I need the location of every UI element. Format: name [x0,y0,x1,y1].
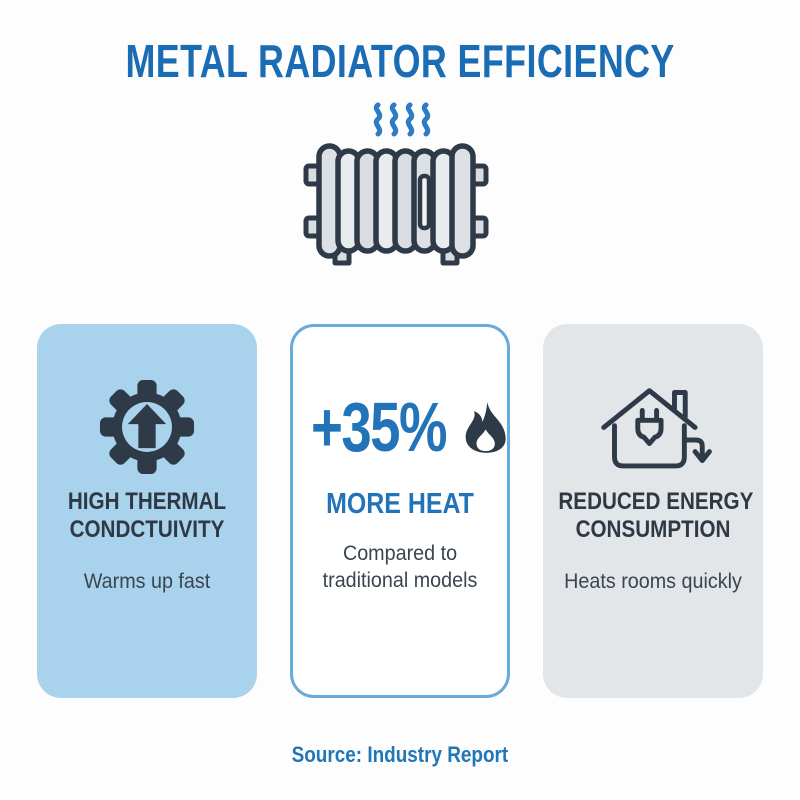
card1-heading: HIGH THERMAL CONDCTUIVITY [37,488,257,544]
card1-icon-box [37,368,257,486]
stat-value: +35% [310,388,447,466]
card-high-thermal-conductivity: HIGH THERMAL CONDCTUIVITY Warms up fast [37,324,257,698]
heat-waves-icon [373,102,431,137]
card3-subtext: Heats rooms quickly [564,569,742,593]
stat-row: +35% [292,387,509,467]
source-text: Source: Industry Report [291,742,509,767]
radiator-icon [303,102,489,266]
stat-cards-row: HIGH THERMAL CONDCTUIVITY Warms up fast … [0,324,800,698]
house-plug-icon [601,388,712,469]
card2-subtext: Compared to traditional models [293,540,507,595]
gear-up-arrow-icon [99,379,195,475]
card3-heading: REDUCED ENERGY CONSUMPTION [543,488,763,544]
page-title-text: METAL RADIATOR EFFICIENCY [125,35,675,87]
card3-heading-line2: CONSUMPTION [575,515,731,543]
card-more-heat: +35% MORE HEAT Compared to traditional m… [290,324,510,698]
flame-icon [465,402,506,453]
card2-subtext-line2: traditional models [322,568,478,592]
card2-stat-box: +35% [293,368,507,486]
card3-icon-box [543,368,763,486]
card-reduced-energy-consumption: REDUCED ENERGY CONSUMPTION Heats rooms q… [543,324,763,698]
card2-subtext-line1: Compared to [342,541,458,565]
source-line: Source: Industry Report [0,742,800,768]
card1-subtext: Warms up fast [83,569,211,593]
card1-heading-line1: HIGH THERMAL [67,488,227,515]
infographic-page: METAL RADIATOR EFFICIENCY [0,34,800,800]
page-title: METAL RADIATOR EFFICIENCY [0,34,800,88]
card2-heading-line1: MORE HEAT [326,488,474,520]
card2-heading: MORE HEAT [293,488,507,522]
card3-heading-line1: REDUCED ENERGY [558,488,754,515]
card1-heading-line2: CONDCTUIVITY [69,515,225,543]
